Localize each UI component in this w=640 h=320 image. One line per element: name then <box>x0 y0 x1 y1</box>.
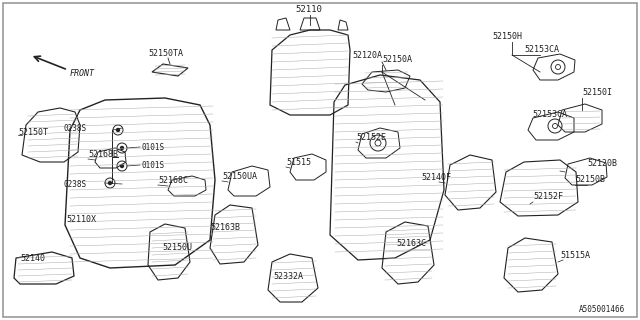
Text: 52110X: 52110X <box>66 215 96 224</box>
Text: 52150B: 52150B <box>575 175 605 184</box>
Text: 52150UA: 52150UA <box>222 172 257 181</box>
Text: 52153CA: 52153CA <box>532 110 567 119</box>
Text: FRONT: FRONT <box>70 68 95 77</box>
Text: 52168C: 52168C <box>158 176 188 185</box>
Text: 51515: 51515 <box>286 158 311 167</box>
Text: 52120A: 52120A <box>352 51 382 60</box>
Text: 0101S: 0101S <box>142 161 165 170</box>
Text: 52150TA: 52150TA <box>148 49 183 58</box>
Text: 52150H: 52150H <box>492 32 522 41</box>
Text: 0238S: 0238S <box>64 180 87 189</box>
Text: 52163C: 52163C <box>396 239 426 248</box>
Text: 52150T: 52150T <box>18 128 48 137</box>
Text: 51515A: 51515A <box>560 251 590 260</box>
Text: 0238S: 0238S <box>64 124 87 133</box>
Circle shape <box>116 129 120 132</box>
Text: 52163B: 52163B <box>210 223 240 232</box>
Text: 52120B: 52120B <box>587 159 617 168</box>
Text: 52150I: 52150I <box>582 88 612 97</box>
Circle shape <box>120 164 124 167</box>
Text: 52332A: 52332A <box>273 272 303 281</box>
Circle shape <box>109 181 111 185</box>
Text: 52110: 52110 <box>295 5 322 14</box>
Text: 52140: 52140 <box>20 254 45 263</box>
Text: 52153CA: 52153CA <box>524 45 559 54</box>
Circle shape <box>120 147 124 149</box>
Text: 52168B: 52168B <box>88 150 118 159</box>
Text: 52152F: 52152F <box>533 192 563 201</box>
Text: 52150A: 52150A <box>382 55 412 64</box>
Text: 52140F: 52140F <box>421 173 451 182</box>
Text: 0101S: 0101S <box>142 143 165 152</box>
Text: 52150U: 52150U <box>162 243 192 252</box>
Text: 52152E: 52152E <box>356 133 386 142</box>
Text: A505001466: A505001466 <box>579 305 625 314</box>
